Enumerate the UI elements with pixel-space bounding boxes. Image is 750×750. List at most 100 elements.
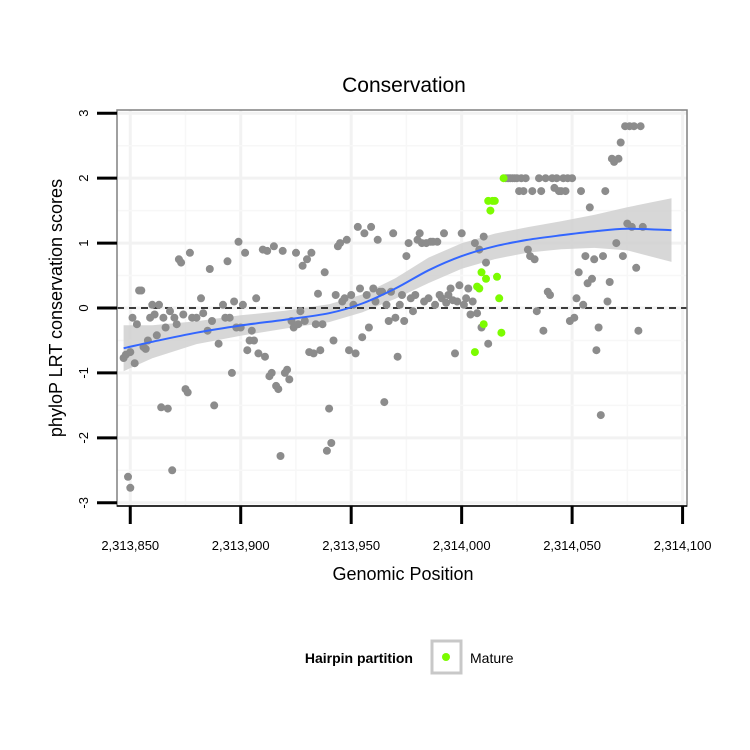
data-point: [298, 261, 307, 270]
data-point: [382, 300, 391, 309]
data-point: [152, 331, 161, 340]
data-point: [274, 385, 283, 394]
legend-mature-label: Mature: [470, 650, 514, 666]
data-point: [141, 344, 150, 353]
data-point: [183, 388, 192, 397]
data-point: [612, 239, 621, 248]
data-point: [128, 313, 137, 322]
mature-point: [470, 348, 479, 357]
data-point: [150, 310, 159, 319]
data-point: [391, 313, 400, 322]
data-point: [161, 323, 170, 332]
data-point: [225, 313, 234, 322]
data-point: [278, 246, 287, 255]
confidence-ribbon-layer: [123, 198, 672, 372]
data-point: [614, 154, 623, 163]
data-point: [364, 323, 373, 332]
loess-smooth-line: [123, 227, 672, 350]
x-axis-label: Genomic Position: [332, 564, 473, 584]
data-point: [462, 294, 471, 303]
y-tick-label: 1: [76, 239, 91, 246]
data-point: [455, 281, 464, 290]
data-point: [444, 291, 453, 299]
data-point: [636, 122, 645, 131]
data-point: [360, 229, 369, 238]
data-point: [546, 291, 554, 299]
data-point: [537, 187, 546, 196]
data-point: [453, 297, 462, 306]
data-point: [356, 284, 364, 293]
mature-point: [499, 174, 508, 183]
data-point: [561, 187, 570, 196]
data-point: [442, 298, 451, 307]
data-point: [322, 446, 331, 455]
data-point: [345, 346, 353, 355]
data-point: [230, 297, 239, 306]
data-point: [276, 452, 285, 460]
data-points-layer: [119, 122, 647, 492]
data-point: [331, 291, 340, 299]
data-point: [373, 235, 382, 244]
data-point: [464, 284, 473, 293]
data-point: [393, 352, 402, 361]
data-point: [402, 252, 411, 261]
data-point: [342, 235, 351, 244]
data-point: [568, 174, 577, 183]
mature-point: [497, 328, 506, 337]
data-point: [433, 237, 442, 246]
data-point: [185, 248, 194, 257]
data-point: [632, 263, 641, 272]
data-point: [243, 346, 252, 355]
mature-point: [482, 274, 490, 283]
data-point: [214, 339, 223, 348]
data-point: [572, 294, 581, 303]
data-point: [137, 286, 146, 295]
data-point: [340, 294, 349, 303]
data-point: [155, 300, 163, 309]
data-point: [532, 307, 541, 316]
data-point: [482, 258, 490, 267]
data-point: [192, 313, 201, 322]
data-point: [539, 326, 548, 335]
data-point: [574, 268, 583, 277]
data-point: [424, 294, 433, 303]
data-point: [599, 252, 607, 261]
data-point: [535, 174, 543, 183]
data-point: [579, 300, 588, 309]
data-point: [296, 307, 305, 316]
data-point: [389, 229, 398, 238]
data-point: [367, 222, 376, 231]
data-point: [603, 297, 612, 306]
data-point: [369, 284, 378, 293]
data-point: [241, 248, 250, 257]
x-tick-label: 2,313,850: [101, 538, 159, 553]
mature-point: [479, 320, 488, 329]
y-tick-label: -2: [76, 432, 91, 444]
confidence-ribbon: [123, 198, 672, 372]
data-point: [254, 349, 263, 358]
data-point: [285, 375, 294, 384]
data-point: [300, 317, 309, 325]
data-point: [325, 404, 334, 413]
data-point: [618, 252, 627, 261]
data-point: [398, 291, 406, 299]
y-axis: -3 -2 -1 0 1 2 3: [76, 110, 117, 509]
data-point: [470, 239, 479, 248]
data-point: [157, 403, 166, 412]
x-tick-label: 2,314,000: [433, 538, 491, 553]
y-tick-label: 2: [76, 175, 91, 182]
data-point: [318, 320, 327, 329]
data-point: [292, 248, 300, 257]
data-point: [395, 300, 404, 309]
data-point: [541, 174, 550, 183]
data-point: [570, 313, 579, 322]
legend-title: Hairpin partition: [305, 650, 413, 666]
data-point: [630, 122, 638, 131]
data-point: [163, 404, 172, 413]
data-point: [219, 300, 227, 309]
x-tick-label: 2,313,900: [212, 538, 270, 553]
data-point: [528, 187, 537, 196]
data-point: [466, 310, 475, 319]
data-point: [415, 229, 424, 238]
data-point: [596, 411, 605, 420]
